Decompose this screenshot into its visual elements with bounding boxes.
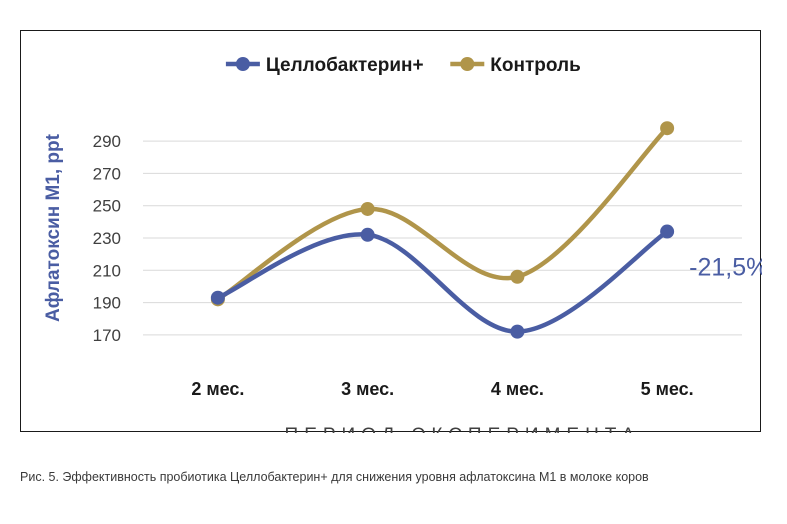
y-tick-label: 170: [93, 326, 121, 345]
gridlines: [143, 140, 742, 336]
legend-label: Целлобактерин+: [266, 55, 424, 76]
legend-swatch-marker: [460, 57, 475, 71]
series-lines: [215, 125, 670, 334]
legend-label: Контроль: [490, 55, 580, 76]
y-tick-label: 230: [93, 229, 121, 248]
x-axis-ticks: 2 мес. 3 мес. 4 мес. 5 мес.: [191, 379, 693, 399]
data-point: [360, 227, 375, 242]
data-point: [360, 201, 375, 216]
figure-caption: Рис. 5. Эффективность пробиотика Целлоба…: [20, 470, 649, 484]
reduction-annotation: -21,5%: [689, 254, 762, 282]
data-point: [660, 121, 675, 136]
data-point: [660, 224, 675, 239]
x-tick-label: 4 мес.: [491, 379, 544, 399]
line-chart: 170 190 210 230 250 270 290 2 мес. 3 мес. 4 мес.…: [43, 55, 762, 433]
y-tick-label: 270: [93, 164, 121, 183]
x-tick-label: 5 мес.: [641, 379, 694, 399]
data-point: [210, 290, 225, 305]
y-axis-ticks: 170 190 210 230 250 270 290: [93, 132, 121, 345]
series-points: [210, 121, 675, 339]
y-tick-label: 290: [93, 132, 121, 151]
legend-swatch-marker: [235, 57, 250, 71]
x-tick-label: 3 мес.: [341, 379, 394, 399]
y-axis-title: Афлатоксин М1, ppt: [43, 133, 64, 322]
chart-frame: 170 190 210 230 250 270 290 2 мес. 3 мес. 4 мес.…: [20, 30, 762, 433]
y-tick-label: 210: [93, 261, 121, 280]
data-point: [510, 269, 525, 284]
series-line: [215, 125, 670, 302]
x-axis-title: ПЕРИОД ЭКСПЕРИМЕНТА: [285, 425, 641, 433]
x-tick-label: 2 мес.: [191, 379, 244, 399]
legend: Целлобактерин+ Контроль: [225, 55, 581, 76]
y-tick-label: 250: [93, 197, 121, 216]
series-line: [215, 229, 670, 334]
data-point: [510, 324, 525, 339]
y-tick-label: 190: [93, 294, 121, 313]
